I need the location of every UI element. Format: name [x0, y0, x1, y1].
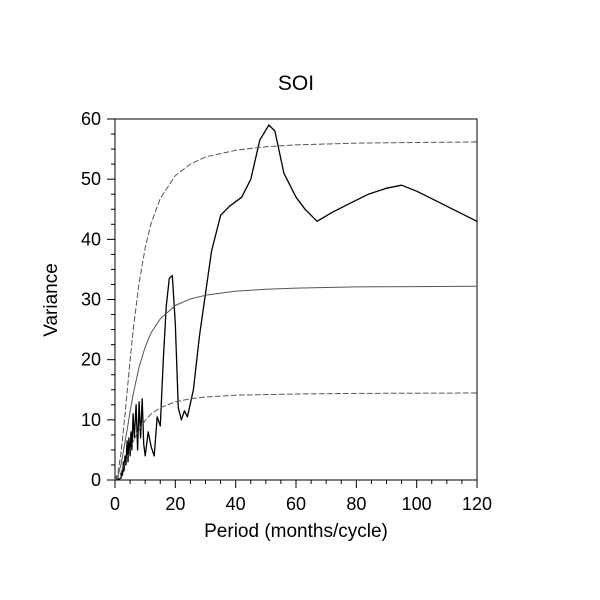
x-tick-label: 0 — [110, 494, 120, 514]
spectrum-line — [115, 124, 478, 481]
x-tick-label: 120 — [462, 494, 492, 514]
y-tick-label: 60 — [81, 109, 101, 129]
x-axis-label: Period (months/cycle) — [204, 521, 388, 542]
y-tick-label: 30 — [81, 290, 101, 310]
y-tick-label: 20 — [81, 350, 101, 370]
plot-frame — [114, 118, 478, 481]
upper-confidence-bound-line — [114, 141, 478, 481]
y-tick-label: 40 — [81, 229, 101, 249]
y-axis-label: Variance — [41, 263, 62, 337]
x-tick-label: 80 — [346, 494, 366, 514]
y-tick-label: 50 — [81, 169, 101, 189]
x-tick-label: 40 — [226, 494, 246, 514]
y-tick-label: 10 — [81, 410, 101, 430]
x-tick-label: 20 — [165, 494, 185, 514]
y-tick-label: 0 — [91, 470, 101, 490]
x-tick-label: 60 — [286, 494, 306, 514]
lower-confidence-bound-line — [114, 392, 478, 481]
red-noise-background-line — [114, 285, 478, 481]
x-tick-label: 100 — [402, 494, 432, 514]
chart-title: SOI — [277, 72, 315, 95]
